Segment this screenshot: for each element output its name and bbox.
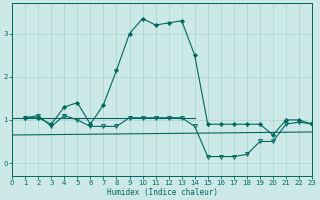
X-axis label: Humidex (Indice chaleur): Humidex (Indice chaleur) (107, 188, 218, 197)
